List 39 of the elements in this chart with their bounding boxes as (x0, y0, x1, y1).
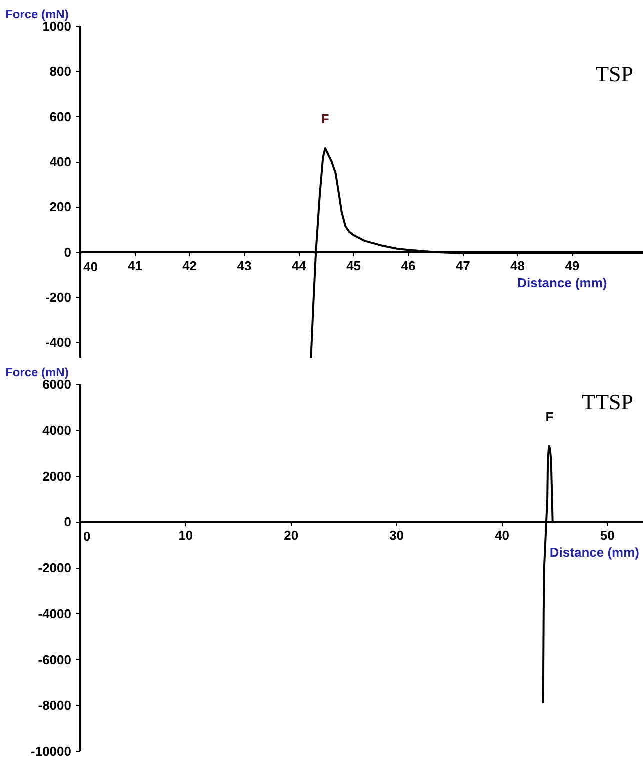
annotation: F (546, 409, 554, 424)
x-tick-label: 43 (237, 258, 252, 274)
chart-title: TTSP (582, 390, 634, 414)
y-tick-label: 0 (64, 244, 72, 260)
y-tick-label: -200 (45, 290, 72, 306)
y-tick-label: 400 (50, 154, 72, 170)
y-tick-label: 800 (50, 64, 72, 80)
y-tick-label: -6000 (38, 652, 72, 668)
y-tick-label: 600 (50, 109, 72, 124)
text: TSP (596, 62, 634, 86)
y-tick-label: 2000 (42, 468, 72, 484)
y-axis-title: Force (mN) (6, 8, 69, 22)
x-tick-label: 40 (84, 259, 98, 274)
x-tick-label: 45 (346, 258, 362, 274)
x-axis-title: Distance (mm) (518, 275, 608, 290)
x-tick-label: 40 (494, 528, 510, 544)
x-tick-label: 46 (401, 258, 416, 274)
x-tick-label: 44 (292, 258, 308, 274)
x-tick-label: 20 (284, 528, 299, 544)
y-tick-label: -2000 (38, 560, 72, 576)
x-tick-label: 50 (600, 528, 615, 544)
x-tick-label: 47 (456, 258, 470, 274)
x-tick-label: 41 (128, 258, 142, 274)
y-tick-label: 200 (50, 200, 72, 215)
annotation: F (321, 111, 330, 126)
y-tick-label: 0 (64, 514, 72, 530)
x-tick-label: 42 (182, 258, 198, 274)
x-tick-label: 49 (565, 258, 580, 274)
y-tick-label: -10000 (31, 744, 72, 759)
x-tick-label: 48 (510, 258, 526, 274)
x-tick-label: 30 (390, 528, 404, 544)
y-tick-label: -4000 (38, 606, 72, 622)
x-tick-label: 10 (178, 528, 194, 544)
x-tick-label: 0 (84, 529, 91, 544)
y-tick-label: 4000 (42, 422, 72, 438)
y-tick-label: -400 (45, 335, 72, 350)
y-axis-title: Force (mN) (6, 366, 69, 380)
y-tick-label: -8000 (38, 698, 72, 714)
x-axis-title: Distance (mm) (550, 545, 640, 560)
